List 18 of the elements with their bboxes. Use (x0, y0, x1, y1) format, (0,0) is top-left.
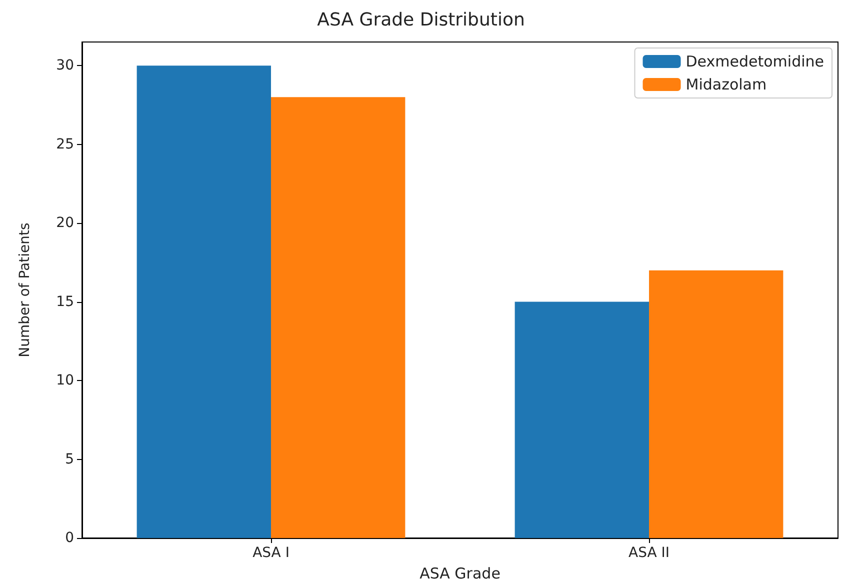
bar (649, 270, 784, 538)
x-tick-label: ASA II (628, 545, 670, 561)
y-tick-label: 15 (56, 294, 74, 310)
bar (271, 97, 406, 538)
y-tick-label: 5 (65, 451, 74, 468)
chart-title: ASA Grade Distribution (317, 10, 525, 30)
y-axis-title: Number of Patients (17, 222, 33, 358)
legend-label: Midazolam (686, 76, 767, 94)
x-axis-title: ASA Grade (420, 564, 500, 582)
legend-label: Dexmedetomidine (686, 52, 824, 70)
y-tick-label: 20 (56, 215, 74, 232)
bar (514, 302, 649, 538)
y-tick-label: 25 (56, 136, 74, 152)
x-tick-label: ASA I (252, 545, 290, 561)
y-tick-label: 30 (56, 58, 74, 74)
bar (136, 66, 271, 538)
y-tick-label: 0 (65, 530, 74, 546)
y-tick-label: 10 (56, 372, 74, 389)
